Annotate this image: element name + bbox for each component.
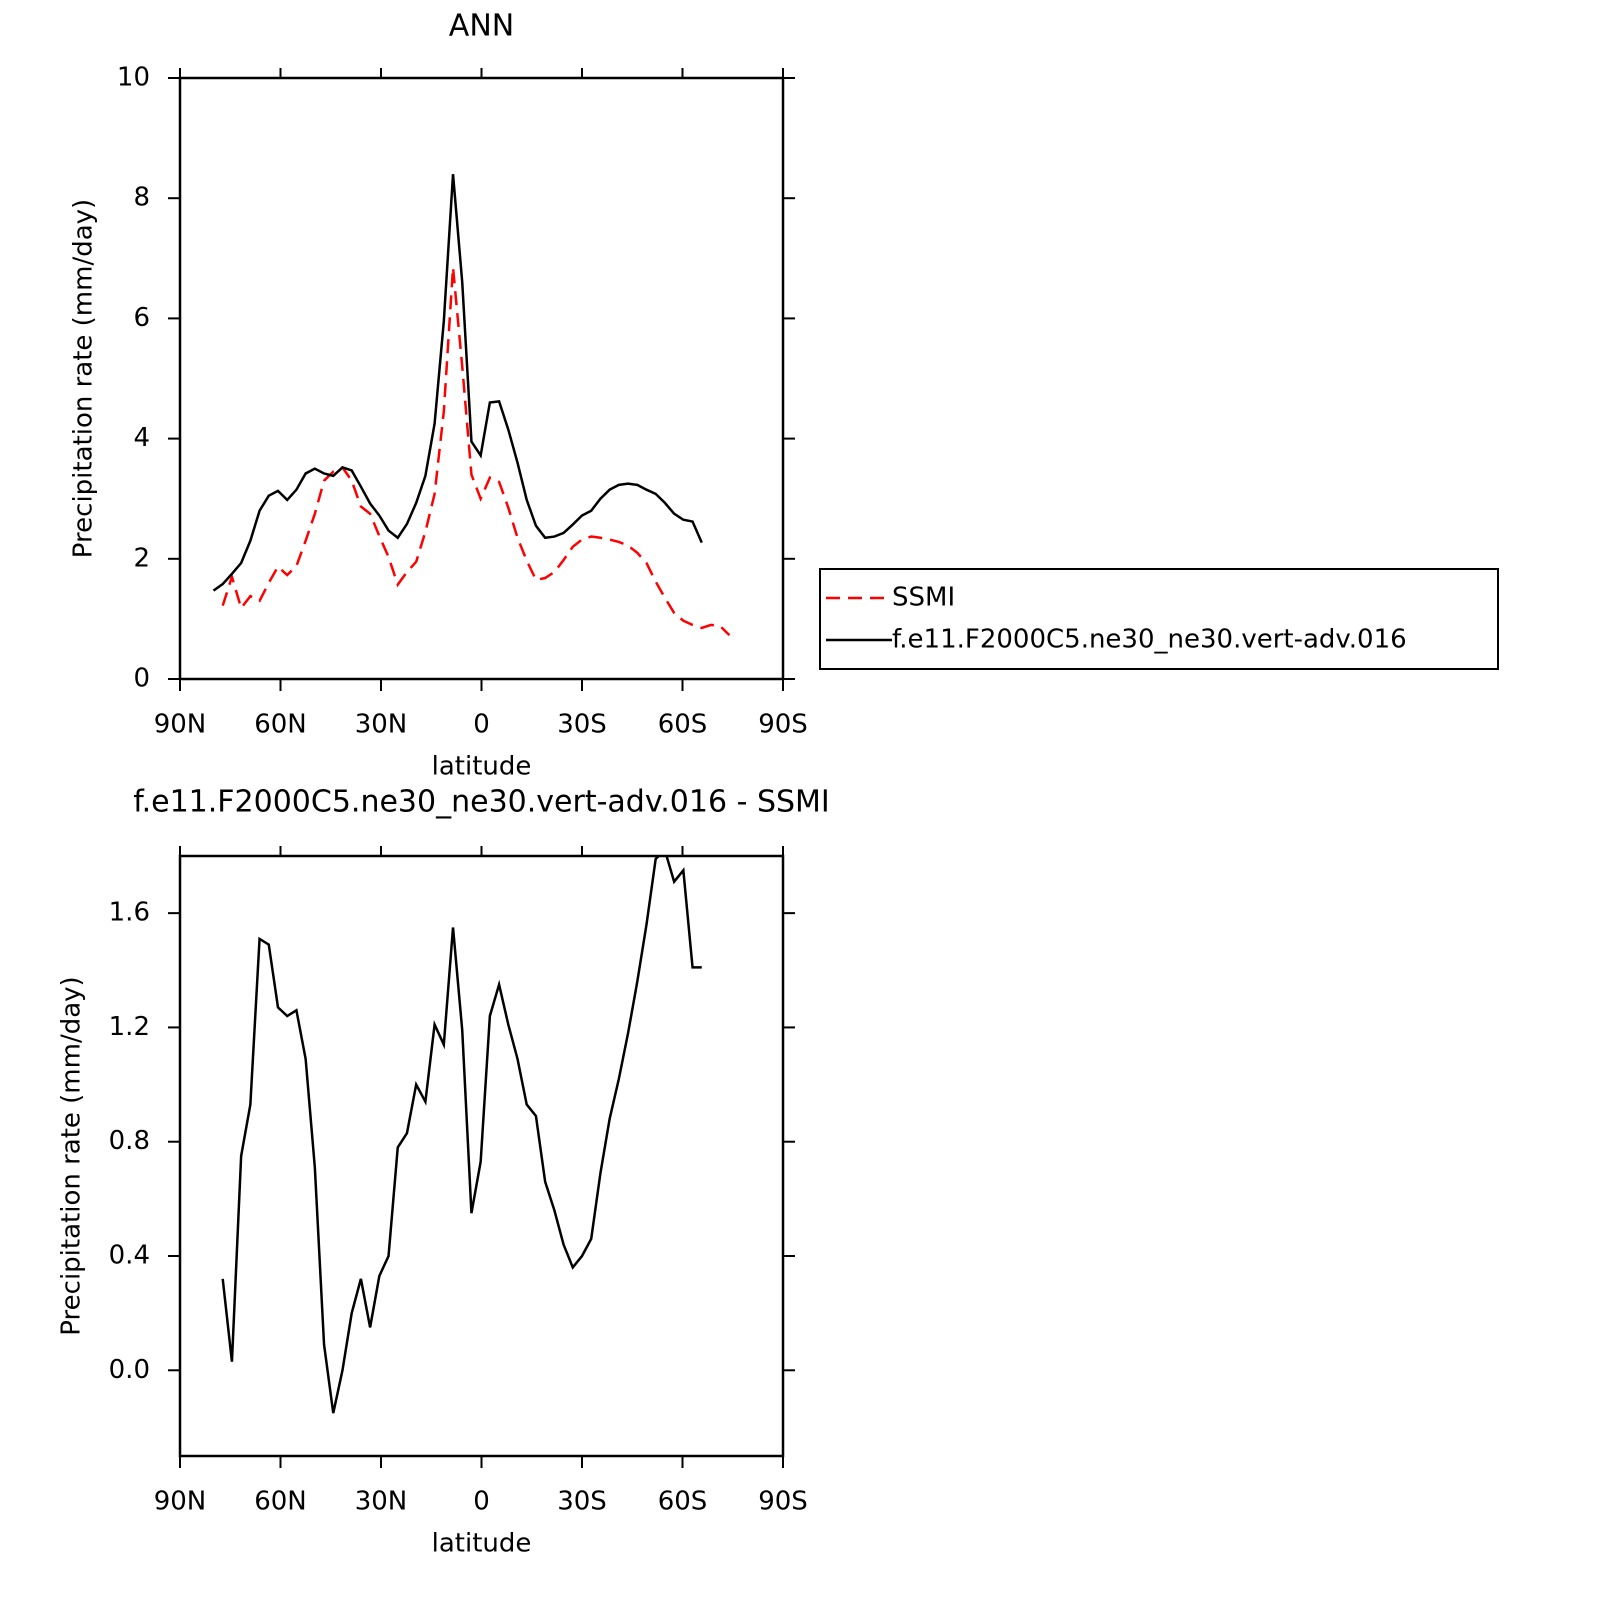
y-tick-label: 0.0 (109, 1355, 150, 1385)
y-axis-label: Precipitation rate (mm/day) (69, 199, 99, 558)
y-tick-label: 0 (133, 664, 150, 694)
data-line (221, 267, 731, 637)
plot-area (212, 174, 731, 637)
data-line (221, 856, 702, 1414)
data-line (212, 174, 703, 592)
y-tick-label: 0.4 (109, 1241, 150, 1271)
x-tick-label: 0 (473, 710, 490, 740)
y-tick-label: 8 (133, 183, 150, 213)
x-tick-label: 60N (254, 710, 307, 740)
x-tick-label: 90N (154, 710, 207, 740)
x-axis-label: latitude (432, 1529, 532, 1559)
y-tick-label: 2 (133, 543, 150, 573)
x-tick-label: 60S (658, 1487, 708, 1517)
legend-label: SSMI (892, 583, 955, 613)
y-tick-label: 4 (133, 423, 150, 453)
x-axis-label: latitude (432, 752, 532, 782)
plot-frame (178, 854, 785, 1458)
y-tick-label: 1.6 (109, 898, 150, 928)
plot-area (221, 856, 702, 1414)
x-tick-label: 30S (557, 1487, 607, 1517)
chart-title: ANN (449, 9, 514, 44)
x-tick-label: 30N (355, 710, 408, 740)
x-tick-label: 90S (758, 710, 808, 740)
y-tick-label: 6 (133, 303, 150, 333)
y-tick-label: 10 (117, 63, 150, 93)
y-tick-label: 1.2 (109, 1012, 150, 1042)
x-tick-label: 30N (355, 1487, 408, 1517)
x-tick-label: 90S (758, 1487, 808, 1517)
plot-frame (178, 76, 785, 681)
x-tick-label: 30S (557, 710, 607, 740)
x-tick-label: 60N (254, 1487, 307, 1517)
legend-box (819, 568, 1499, 670)
x-tick-label: 0 (473, 1487, 490, 1517)
x-tick-label: 90N (154, 1487, 207, 1517)
legend-label: f.e11.F2000C5.ne30_ne30.vert-adv.016 (892, 625, 1407, 655)
y-axis-label: Precipitation rate (mm/day) (57, 976, 87, 1335)
x-tick-label: 60S (658, 710, 708, 740)
y-tick-label: 0.8 (109, 1126, 150, 1156)
chart-title: f.e11.F2000C5.ne30_ne30.vert-adv.016 - S… (133, 785, 830, 820)
